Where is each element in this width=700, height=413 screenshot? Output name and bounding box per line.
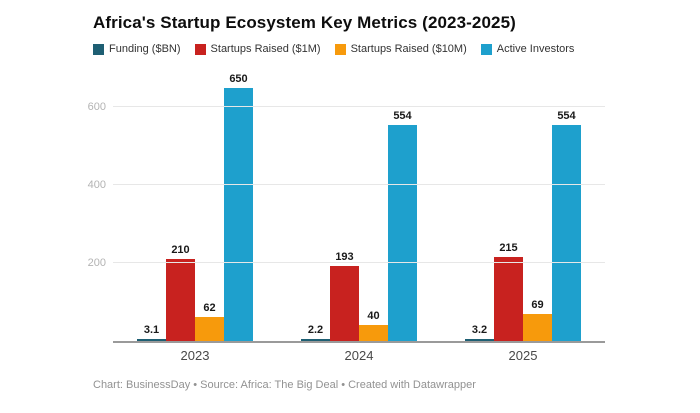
legend-swatch-icon [480,43,492,55]
gridline [113,105,605,107]
chart-title: Africa's Startup Ecosystem Key Metrics (… [93,13,516,32]
bar-2025-startups-raised-1m [494,257,523,341]
bar-value-label: 215 [499,242,518,255]
bar-value-label: 69 [531,299,544,312]
bar-slot: 3.1 [137,324,166,341]
legend-label: Startups Raised ($10M) [350,43,467,55]
bar-slot: 193 [330,251,359,341]
legend-label: Startups Raised ($1M) [210,43,321,55]
gridline [113,184,605,185]
bar-slot: 554 [552,110,581,341]
x-axis-label-2025: 2025 [508,348,538,363]
bar-slot: 69 [523,299,552,341]
bar-2024-funding-bn [301,339,330,341]
bar-groups: 3.1 210 62 650 2.2 193 40 554 3.2 215 69 554 [113,73,605,341]
legend-item-1: Startups Raised ($1M) [194,43,321,55]
bars-cluster: 3.1 210 62 650 [137,72,253,341]
bar-2024-startups-raised-1m [330,265,359,341]
bar-slot: 650 [224,72,253,341]
bar-slot: 2.2 [301,324,330,341]
x-axis-label-2024: 2024 [344,348,374,363]
legend: Funding ($BN) Startups Raised ($1M) Startu… [93,43,700,55]
y-axis-tick-label: 600 [87,100,106,113]
plot-area: 3.1 210 62 650 2.2 193 40 554 3.2 215 69 554 200 400… [88,73,605,343]
bar-value-label: 210 [171,244,190,257]
bar-slot: 215 [494,242,523,341]
bar-slot: 210 [166,244,195,341]
legend-item-0: Funding ($BN) [93,43,181,55]
bar-value-label: 62 [203,301,216,314]
y-axis-tick-label: 400 [87,179,106,191]
bar-value-label: 3.1 [143,324,160,336]
attribution-footer: Chart: BusinessDay • Source: Africa: The… [93,379,476,391]
y-axis-tick-label: 200 [87,257,106,269]
bar-2025-active-investors [552,124,581,341]
bar-group-2023: 3.1 210 62 650 [113,73,277,341]
legend-label: Funding ($BN) [109,43,181,55]
bar-value-label: 2.2 [307,324,324,336]
bar-slot: 62 [195,302,224,341]
bar-group-2024: 2.2 193 40 554 [277,77,441,341]
legend-item-2: Startups Raised ($10M) [334,43,467,55]
bar-2023-startups-raised-1m [166,259,195,341]
bar-slot: 3.2 [465,324,494,341]
bar-value-label: 40 [367,310,380,323]
bar-slot: 40 [359,310,388,341]
bar-value-label: 193 [335,250,354,263]
chart-page: Africa's Startup Ecosystem Key Metrics (… [0,13,700,413]
bar-2023-funding-bn [137,339,166,341]
x-axis-label-2023: 2023 [180,348,210,363]
legend-label: Active Investors [496,43,575,55]
bars-cluster: 2.2 193 40 554 [301,110,417,341]
bar-2025-startups-raised-10m [523,314,552,341]
bar-2024-startups-raised-10m [359,325,388,341]
bar-value-label: 650 [229,72,248,85]
bar-value-label: 3.2 [471,324,488,336]
bar-2023-startups-raised-10m [195,316,224,341]
legend-swatch-icon [194,43,206,55]
gridline [113,262,605,263]
bar-2024-active-investors [388,124,417,341]
bar-group-2025: 3.2 215 69 554 [441,77,605,341]
legend-swatch-icon [334,43,346,55]
bars-cluster: 3.2 215 69 554 [465,110,581,341]
bar-value-label: 554 [557,109,576,122]
bar-slot: 554 [388,110,417,341]
x-axis-labels: 2023 2024 2025 [113,348,605,363]
legend-swatch-icon [93,43,104,55]
bar-value-label: 554 [393,109,412,122]
legend-item-3: Active Investors [480,43,575,55]
bar-2025-funding-bn [465,339,494,341]
bar-2023-active-investors [224,87,253,341]
